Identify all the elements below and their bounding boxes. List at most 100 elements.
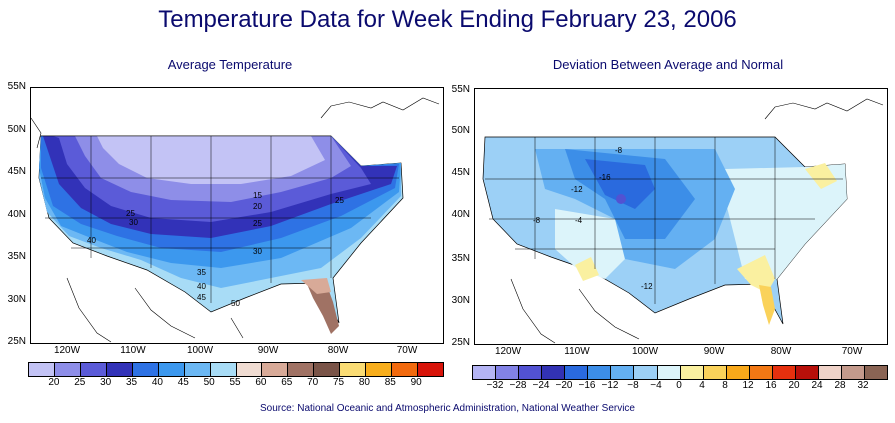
contour-label: 30 [129,218,138,227]
lon-label-90w: 90W [257,345,279,356]
colorbar-swatch [158,363,185,376]
colorbar-label: −12 [601,380,619,391]
average-temperature-colorbar [28,362,444,377]
colorbar-label: 65 [281,377,293,388]
colorbar-label: 40 [151,377,163,388]
lon-label-110w: 110W [120,345,146,356]
lat-label-30n: 30N [7,294,26,305]
lat-label-45n: 45N [451,167,470,178]
colorbar-label: 35 [125,377,138,388]
colorbar-swatch [473,366,497,379]
colorbar-label: 28 [834,380,846,391]
colorbar-label: 70 [307,377,319,388]
colorbar-label: 4 [699,380,705,391]
deviation-colorbar [472,365,888,380]
lon-label-80w: 80W [770,346,792,357]
average-temperature-map: 15 20 25 25 30 25 40 30 35 40 45 50 [30,87,444,344]
lat-label-50n: 50N [451,125,470,136]
colorbar-label: 20 [788,380,800,391]
colorbar-swatch [565,366,589,379]
colorbar-swatch [106,363,133,376]
deviation-map: -8 -16 -12 -8 -4 -12 [474,88,888,345]
colorbar-swatch [772,366,796,379]
contour-label: 35 [197,268,206,277]
contour-label: 15 [253,191,262,200]
colorbar-swatch [818,366,842,379]
lon-label-70w: 70W [396,345,418,356]
colorbar-swatch [657,366,681,379]
lat-label-45n: 45N [7,166,26,177]
colorbar-swatch [634,366,658,379]
lon-label-90w: 90W [703,346,725,357]
colorbar-swatch [366,363,393,376]
colorbar-swatch [210,363,237,376]
colorbar-label: 0 [676,380,682,391]
colorbar-label: −16 [578,380,596,391]
colorbar-swatch [542,366,566,379]
colorbar-label: −32 [486,380,504,391]
contour-label: -8 [533,216,541,225]
colorbar-label: 60 [255,377,267,388]
lat-label-35n: 35N [451,253,470,264]
colorbar-label: 12 [742,380,754,391]
average-temperature-map-svg: 15 20 25 25 30 25 40 30 35 40 45 50 [31,97,440,343]
colorbar-swatch [54,363,81,376]
contour-label: 25 [126,209,135,218]
colorbar-label: 30 [100,377,112,388]
colorbar-label: 24 [811,380,823,391]
contour-label: 25 [253,219,262,228]
lat-label-30n: 30N [451,295,470,306]
contour-label: -12 [571,185,583,194]
contour-label: 20 [253,202,262,211]
lat-label-50n: 50N [7,124,26,135]
lat-label-25n: 25N [7,336,26,347]
colorbar-label: −24 [532,380,550,391]
contour-label: -8 [615,146,623,155]
colorbar-label: 85 [384,377,396,388]
colorbar-swatch [680,366,704,379]
lat-label-55n: 55N [451,84,470,95]
colorbar-label: 75 [332,377,345,388]
colorbar-swatch [842,366,866,379]
contour-label: 50 [231,299,240,308]
source-note: Source: National Oceanic and Atmospheric… [259,403,635,414]
colorbar-label: 50 [203,377,215,388]
colorbar-label: −8 [627,380,639,391]
colorbar-swatch [288,363,315,376]
colorbar-swatch [588,366,612,379]
colorbar-label: 25 [74,377,86,388]
average-temperature-title: Average Temperature [167,57,293,72]
lon-label-120w: 120W [53,345,81,356]
contour-label: 30 [253,247,262,256]
colorbar-swatch [519,366,543,379]
lat-label-35n: 35N [7,251,26,262]
colorbar-label: 55 [229,377,241,388]
contour-label: 40 [197,282,206,291]
colorbar-swatch [496,366,520,379]
lon-label-120w: 120W [494,346,522,357]
contour-label: 40 [87,236,96,245]
colorbar-swatch [314,363,341,376]
colorbar-label: 90 [410,377,422,388]
contour-label: -16 [599,173,611,182]
contour-label: -4 [575,216,583,225]
colorbar-swatch [611,366,635,379]
colorbar-swatch [132,363,159,376]
colorbar-swatch [184,363,211,376]
lon-label-100w: 100W [186,345,214,356]
colorbar-swatch [865,366,888,379]
deviation-map-title: Deviation Between Average and Normal [552,57,784,72]
colorbar-swatch [795,366,819,379]
lon-label-100w: 100W [631,346,659,357]
colorbar-swatch [392,363,419,376]
colorbar-label: 80 [358,377,370,388]
contour-label: -12 [641,282,653,291]
colorbar-swatch [749,366,773,379]
colorbar-label: −4 [650,380,662,391]
colorbar-swatch [262,363,289,376]
lon-label-70w: 70W [841,346,863,357]
colorbar-swatch [29,363,55,376]
colorbar-label: −20 [555,380,573,391]
colorbar-swatch [340,363,367,376]
colorbar-label: 45 [177,377,189,388]
